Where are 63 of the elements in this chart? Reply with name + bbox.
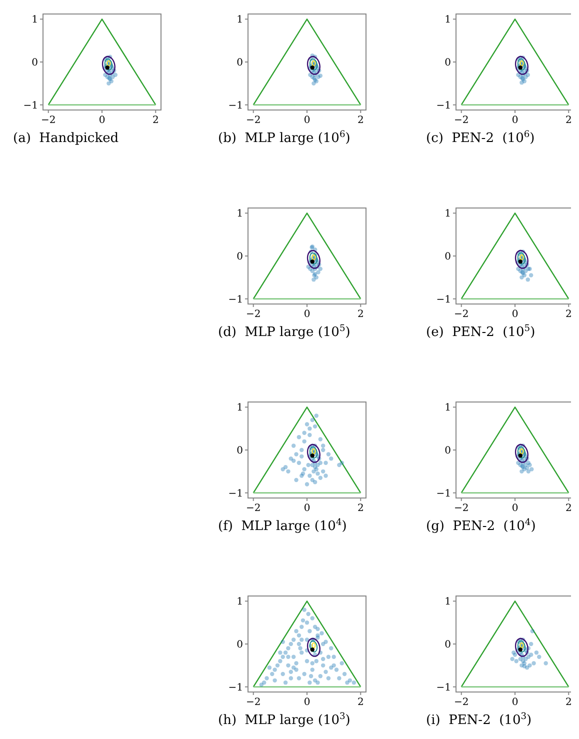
- text: (i) PEN-2 (10$^{3}$): [426, 712, 532, 728]
- x-tick-label: 0: [98, 115, 106, 126]
- text: (c) PEN-2 (10$^{6}$): [426, 130, 535, 146]
- y-tick-label: 0: [236, 252, 243, 262]
- x-tick-label: −2: [454, 697, 469, 708]
- text: (a) Handpicked: [13, 131, 119, 146]
- x-tick-label: −2: [40, 115, 56, 126]
- text: (g) PEN-2 (10$^{4}$): [426, 518, 536, 534]
- x-tick-label: −2: [246, 115, 261, 126]
- y-tick-label: −1: [436, 488, 451, 500]
- x-tick-label: 0: [304, 503, 310, 514]
- x-tick-label: −2: [246, 503, 261, 514]
- y-tick-label: −1: [228, 100, 243, 112]
- x-tick-label: −2: [454, 503, 469, 514]
- y-tick-label: −1: [228, 682, 243, 694]
- text: (e) PEN-2 (10$^{5}$): [426, 324, 536, 340]
- y-tick-label: 0: [32, 58, 38, 68]
- x-tick-label: 0: [304, 115, 310, 126]
- x-tick-label: 0: [304, 309, 310, 320]
- y-tick-label: 0: [236, 58, 243, 68]
- y-tick-label: −1: [228, 488, 243, 500]
- y-tick-label: 1: [236, 208, 243, 220]
- x-tick-label: −2: [246, 309, 261, 320]
- y-tick-label: −1: [228, 294, 243, 306]
- y-tick-label: 1: [236, 596, 243, 608]
- text: (h) MLP large (10$^{3}$): [218, 712, 350, 728]
- x-tick-label: 2: [565, 697, 572, 708]
- x-tick-label: 2: [565, 309, 572, 320]
- text: (f) MLP large (10$^{4}$): [218, 518, 347, 534]
- text: (d) MLP large (10$^{5}$): [218, 324, 350, 340]
- y-tick-label: 0: [236, 640, 243, 650]
- y-tick-label: 1: [444, 14, 451, 26]
- y-tick-label: 1: [444, 402, 451, 414]
- x-tick-label: 0: [512, 697, 518, 708]
- x-tick-label: 2: [152, 115, 159, 126]
- x-tick-label: 0: [512, 115, 518, 126]
- y-tick-label: 1: [444, 208, 451, 220]
- x-tick-label: 2: [565, 503, 572, 514]
- y-tick-label: 1: [236, 14, 243, 26]
- x-tick-label: 0: [304, 697, 310, 708]
- y-tick-label: 1: [236, 402, 243, 414]
- x-tick-label: −2: [454, 309, 469, 320]
- x-tick-label: 2: [357, 115, 364, 126]
- y-tick-label: 1: [32, 14, 38, 26]
- y-tick-label: 0: [444, 252, 451, 262]
- x-tick-label: 2: [357, 309, 364, 320]
- y-tick-label: −1: [436, 294, 451, 306]
- x-tick-label: −2: [246, 697, 261, 708]
- y-tick-label: −1: [23, 100, 38, 112]
- x-tick-label: 0: [512, 309, 518, 320]
- y-tick-label: −1: [436, 682, 451, 694]
- x-tick-label: 2: [565, 115, 572, 126]
- x-tick-label: −2: [454, 115, 469, 126]
- y-tick-label: 0: [236, 446, 243, 456]
- y-tick-label: 0: [444, 58, 451, 68]
- x-tick-label: 2: [357, 503, 364, 514]
- y-tick-label: 0: [444, 446, 451, 456]
- y-tick-label: 0: [444, 640, 451, 650]
- y-tick-label: 1: [444, 596, 451, 608]
- text: (b) MLP large (10$^{6}$): [218, 130, 350, 146]
- x-tick-label: 0: [512, 503, 518, 514]
- y-tick-label: −1: [436, 100, 451, 112]
- x-tick-label: 2: [357, 697, 364, 708]
